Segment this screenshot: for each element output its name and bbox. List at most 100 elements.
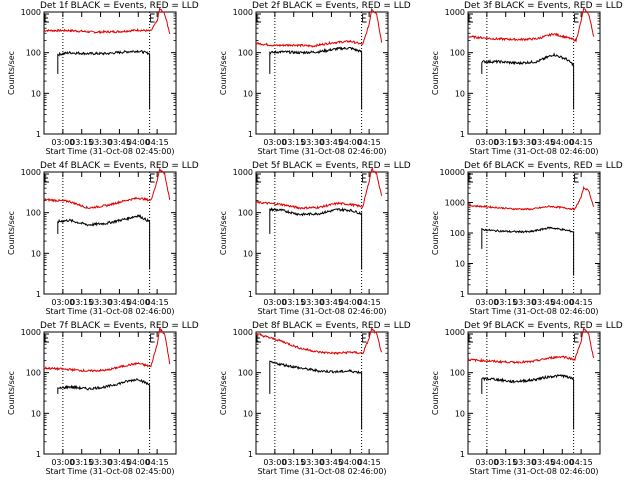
y-axis-label: Counts/sec — [7, 211, 16, 255]
y-tick-label: 1 — [248, 450, 253, 459]
x-tick-label: 04:00 — [127, 138, 150, 147]
events-series-line — [57, 214, 151, 270]
x-tick-label: 04:15 — [358, 298, 381, 307]
x-tick-label: 04:00 — [551, 298, 574, 307]
x-tick-label: 03:30 — [513, 298, 536, 307]
x-tick-label: 03:00 — [475, 458, 498, 467]
events-series-line — [57, 49, 151, 110]
x-tick-label: 03:30 — [513, 458, 536, 467]
y-tick-label: 100 — [238, 209, 253, 218]
edge-mark — [44, 173, 49, 183]
edge-mark — [362, 333, 367, 343]
edge-mark — [150, 173, 155, 183]
panel-6: Det 6f BLACK = Events, RED = LLD 1 10 100 10… — [431, 161, 623, 316]
panel-7: Det 7f BLACK = Events, RED = LLD 1 10 100 10… — [7, 321, 199, 476]
y-axis-label: Counts/sec — [7, 51, 16, 95]
y-axis-label: Counts/sec — [219, 371, 228, 415]
x-tick-label: 03:15 — [70, 138, 93, 147]
panel-8: Det 8f BLACK = Events, RED = LLD 1 10 100 10… — [219, 321, 411, 476]
events-series-line — [481, 52, 575, 110]
panel-4: Det 4f BLACK = Events, RED = LLD 1 10 100 10… — [7, 161, 199, 316]
panel-9: Det 9f BLACK = Events, RED = LLD 1 10 100 10… — [431, 321, 623, 476]
edge-mark — [362, 173, 367, 183]
y-axis-label: Counts/sec — [219, 51, 228, 95]
panel-title: Det 9f BLACK = Events, RED = LLD — [464, 321, 623, 331]
y-tick-label: 1 — [36, 290, 41, 299]
y-axis-label: Counts/sec — [7, 371, 16, 415]
y-tick-label: 10 — [31, 89, 41, 98]
x-axis-label: Start Time (31-Oct-08 02:45:00) — [45, 147, 174, 156]
x-axis-label: Start Time (31-Oct-08 02:46:00) — [469, 467, 598, 476]
panel-title: Det 6f BLACK = Events, RED = LLD — [464, 161, 623, 171]
edge-mark — [44, 333, 49, 343]
panel-title: Det 3f BLACK = Events, RED = LLD — [464, 1, 623, 11]
y-tick-label: 100 — [450, 49, 465, 58]
edge-mark — [574, 13, 579, 23]
lld-series-line — [255, 7, 383, 48]
x-tick-label: 04:00 — [551, 458, 574, 467]
y-tick-label: 1000 — [21, 8, 41, 17]
plot-frame — [255, 331, 389, 455]
plot-frame — [467, 331, 601, 455]
y-tick-label: 10000 — [440, 168, 465, 177]
x-tick-label: 03:00 — [51, 138, 74, 147]
x-tick-label: 03:45 — [320, 458, 343, 467]
y-tick-label: 100 — [238, 49, 253, 58]
edge-mark — [150, 333, 155, 343]
x-tick-label: 03:45 — [320, 298, 343, 307]
x-tick-label: 03:15 — [282, 138, 305, 147]
x-tick-label: 03:30 — [513, 138, 536, 147]
panel-title: Det 1f BLACK = Events, RED = LLD — [40, 1, 199, 11]
y-tick-label: 1000 — [233, 168, 253, 177]
x-tick-label: 04:00 — [339, 138, 362, 147]
y-tick-label: 100 — [26, 49, 41, 58]
x-tick-label: 04:15 — [146, 138, 169, 147]
edge-mark — [44, 13, 49, 23]
x-tick-label: 03:45 — [108, 138, 131, 147]
y-axis-label: Counts/sec — [431, 371, 440, 415]
x-tick-label: 04:00 — [127, 458, 150, 467]
y-tick-label: 1000 — [445, 8, 465, 17]
y-tick-label: 1 — [36, 450, 41, 459]
y-tick-label: 100 — [450, 369, 465, 378]
x-tick-label: 03:45 — [532, 138, 555, 147]
x-tick-label: 03:00 — [475, 298, 498, 307]
x-axis-label: Start Time (31-Oct-08 02:45:00) — [45, 467, 174, 476]
lld-series-line — [43, 167, 171, 210]
y-tick-label: 10 — [455, 89, 465, 98]
events-series-line — [57, 378, 151, 430]
x-tick-label: 03:15 — [494, 138, 517, 147]
y-axis-label: Counts/sec — [431, 51, 440, 95]
plot-frame — [43, 11, 177, 135]
edge-mark — [362, 13, 367, 23]
y-tick-label: 100 — [26, 209, 41, 218]
edge-mark — [468, 333, 473, 343]
y-tick-label: 10 — [243, 249, 253, 258]
x-tick-label: 03:45 — [108, 458, 131, 467]
x-tick-label: 03:15 — [282, 458, 305, 467]
x-tick-label: 04:15 — [146, 298, 169, 307]
y-tick-label: 10 — [243, 409, 253, 418]
panel-title: Det 4f BLACK = Events, RED = LLD — [40, 161, 199, 171]
x-tick-label: 03:30 — [89, 458, 112, 467]
panel-3: Det 3f BLACK = Events, RED = LLD 1 10 100 10… — [431, 1, 623, 156]
x-tick-label: 03:15 — [70, 298, 93, 307]
y-tick-label: 10 — [31, 249, 41, 258]
x-tick-label: 03:15 — [494, 458, 517, 467]
x-tick-label: 03:30 — [301, 298, 324, 307]
edge-mark — [150, 13, 155, 23]
y-tick-label: 1000 — [21, 328, 41, 337]
lld-series-line — [467, 185, 595, 211]
x-axis-label: Start Time (31-Oct-08 02:46:00) — [469, 307, 598, 316]
x-tick-label: 03:00 — [475, 138, 498, 147]
y-tick-label: 1000 — [233, 328, 253, 337]
lld-series-line — [255, 326, 383, 355]
events-series-line — [481, 373, 575, 430]
y-axis-label: Counts/sec — [219, 211, 228, 255]
x-axis-label: Start Time (31-Oct-08 02:46:00) — [469, 147, 598, 156]
y-tick-label: 10 — [243, 89, 253, 98]
panel-title: Det 2f BLACK = Events, RED = LLD — [252, 1, 411, 11]
x-tick-label: 03:30 — [301, 138, 324, 147]
x-tick-label: 03:15 — [494, 298, 517, 307]
